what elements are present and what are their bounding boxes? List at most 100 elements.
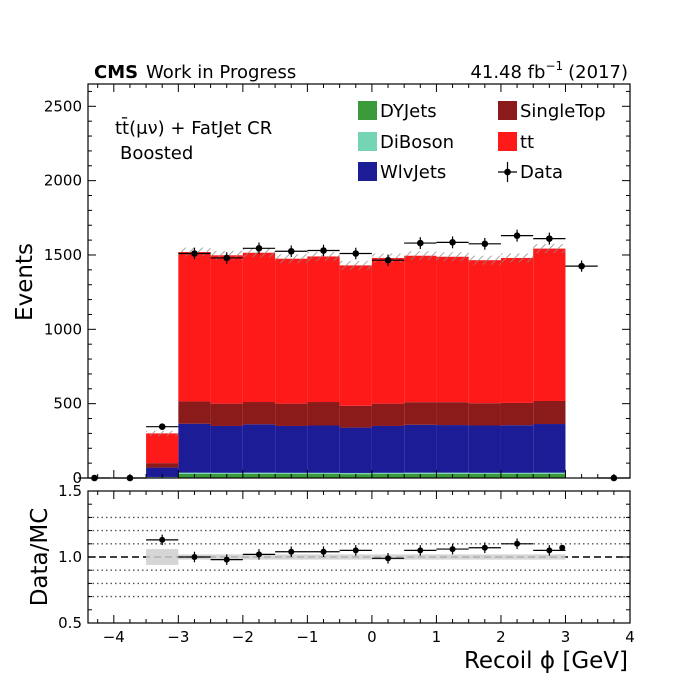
ratio-xtick-label-1: −3 (167, 628, 189, 646)
legend-swatch-wlvjets (358, 162, 377, 181)
data-point-3 (191, 250, 198, 257)
main-ytick-label-2: 1000 (44, 320, 82, 338)
bar-wlvjets-5 (307, 425, 340, 473)
hatch-10 (468, 255, 501, 265)
legend-label-wlvjets: WlvJets (380, 162, 446, 183)
bar-diboson-2 (210, 472, 243, 474)
lumi-value: 41.48 fb (470, 62, 545, 83)
bar-wlvjets-11 (500, 425, 534, 473)
ratio-point-12 (546, 547, 553, 554)
legend-label-singletop: SingleTop (520, 101, 606, 122)
main-ytick-label-0: 0 (72, 469, 82, 487)
region-sublabel: Boosted (120, 143, 193, 164)
bar-tt-12 (533, 248, 566, 401)
hatch-0 (146, 430, 179, 437)
main-ytick-label-5: 2500 (44, 97, 82, 115)
bar-singletop-4 (275, 403, 308, 426)
bar-singletop-1 (178, 401, 211, 424)
bar-wlvjets-2 (210, 425, 243, 473)
stacked-bars (146, 248, 566, 478)
legend-swatch-diboson (358, 132, 377, 151)
bar-wlvjets-8 (404, 424, 437, 473)
bar-wlvjets-10 (468, 425, 501, 473)
hatch-5 (307, 252, 340, 261)
ratio-ytick-label-2: 1.5 (58, 482, 82, 500)
bar-wlvjets-0 (146, 467, 179, 477)
data-point-12 (481, 240, 489, 248)
ratio-point-9 (449, 546, 456, 553)
ratio-xtick-label-6: 2 (496, 628, 506, 646)
data-point-5 (255, 244, 263, 252)
data-point-2 (158, 423, 166, 431)
ratio-band-10 (468, 554, 501, 560)
ratio-point-11 (514, 540, 521, 547)
bar-tt-2 (210, 255, 243, 404)
legend-label-diboson: DiBoson (380, 132, 454, 153)
data-point-8 (352, 250, 360, 257)
bar-tt-7 (371, 257, 405, 404)
bar-tt-6 (339, 265, 372, 406)
ratio-point-5 (320, 548, 327, 555)
bar-tt-5 (307, 256, 340, 403)
ratio-ytick-label-1: 1.0 (58, 548, 82, 566)
ratio-xtick-label-8: 4 (625, 628, 635, 646)
bar-wlvjets-3 (242, 424, 276, 473)
legend-data-marker (504, 168, 511, 176)
ratio-xtick-label-4: 0 (367, 628, 377, 646)
x-axis-label: Recoil ϕ [GeV] (464, 648, 628, 674)
legend: DYJets SingleTop DiBoson tt WlvJets Data (358, 101, 606, 183)
data-point-6 (287, 247, 295, 255)
bar-singletop-5 (307, 402, 340, 426)
main-ytick-label-1: 500 (53, 395, 82, 413)
bar-diboson-8 (404, 472, 437, 474)
bar-wlvjets-6 (339, 427, 372, 473)
main-y-axis-label: Events (12, 243, 38, 321)
ratio-xtick-label-5: 1 (432, 628, 442, 646)
bar-singletop-7 (371, 403, 405, 426)
ratio-band-11 (500, 554, 534, 560)
legend-swatch-dyjets (358, 101, 377, 120)
ratio-point-4 (288, 548, 295, 555)
bar-wlvjets-7 (371, 425, 405, 473)
ratio-points (146, 534, 566, 565)
legend-label-tt: tt (520, 132, 534, 153)
bar-tt-4 (275, 258, 308, 404)
bar-diboson-6 (339, 472, 372, 475)
ratio-band-12 (533, 554, 566, 560)
ratio-point-0 (159, 536, 166, 543)
bar-singletop-9 (436, 402, 469, 426)
data-point-13 (513, 232, 521, 239)
bar-tt-10 (468, 260, 501, 404)
ratio-xtick-label-3: −1 (296, 628, 318, 646)
hatch-9 (436, 252, 469, 262)
ratio-band-6 (339, 554, 372, 560)
bar-tt-1 (178, 252, 211, 402)
data-point-4 (223, 254, 231, 262)
bar-diboson-3 (242, 472, 276, 474)
ratio-point-3 (255, 551, 262, 558)
bar-diboson-5 (307, 472, 340, 474)
bar-wlvjets-12 (533, 424, 566, 473)
cms-label: CMS (94, 62, 138, 83)
ratio-point-7 (385, 555, 392, 562)
bar-diboson-4 (275, 472, 308, 474)
main-axis-ticks: 0 500 1000 1500 2000 2500 (44, 84, 631, 487)
bar-wlvjets-1 (178, 423, 211, 473)
data-point-15 (578, 262, 585, 270)
bar-singletop-0 (146, 463, 179, 468)
bar-singletop-12 (533, 400, 566, 425)
hatch-12 (533, 244, 566, 254)
ratio-point-extra (559, 544, 566, 551)
lumi-year: (2017) (568, 62, 628, 83)
bar-singletop-8 (404, 402, 437, 425)
luminosity-label: 41.48 fb−1 (2017) (470, 59, 628, 83)
bar-tt-3 (242, 252, 276, 403)
data-point-7 (320, 247, 327, 254)
hatch-6 (339, 260, 372, 270)
bar-tt-0 (146, 433, 179, 464)
ratio-ytick-label-0: 0.5 (58, 614, 82, 632)
bar-singletop-11 (500, 402, 534, 426)
ratio-y-axis-label: Data/MC (27, 508, 53, 607)
bar-wlvjets-9 (436, 425, 469, 473)
region-label: tt̄(μν) + FatJet CR (115, 117, 272, 139)
